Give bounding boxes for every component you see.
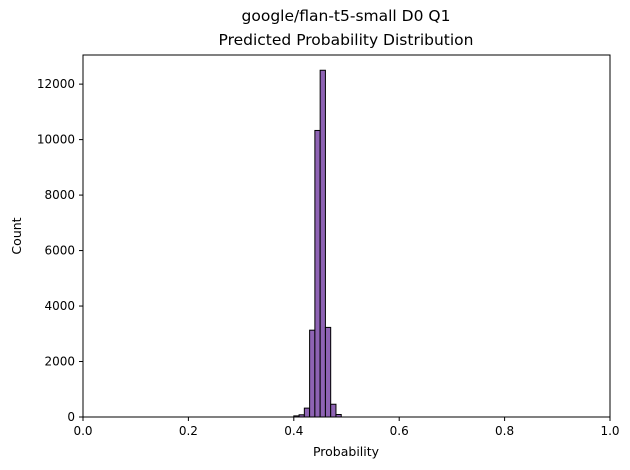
y-tick-label: 0 <box>67 410 75 424</box>
x-tick-label: 0.2 <box>179 424 198 438</box>
y-tick-label: 4000 <box>44 299 75 313</box>
histogram-bar <box>319 69 326 418</box>
x-tick-label: 0.0 <box>73 424 92 438</box>
histogram-bar <box>330 403 337 418</box>
x-tick-label: 1.0 <box>600 424 619 438</box>
x-tick-label: 0.4 <box>284 424 303 438</box>
x-axis-ticks: 0.0 0.2 0.4 0.6 0.8 1.0 <box>73 417 620 438</box>
x-tick-label: 0.8 <box>495 424 514 438</box>
x-axis-label: Probability <box>313 444 380 459</box>
chart-title-line1: google/flan-t5-small D0 Q1 <box>242 7 451 25</box>
y-tick-label: 8000 <box>44 188 75 202</box>
x-tick-label: 0.6 <box>390 424 409 438</box>
y-tick-label: 2000 <box>44 355 75 369</box>
y-axis-label: Count <box>9 217 24 254</box>
histogram-bar <box>303 407 311 418</box>
chart-title-line2: Predicted Probability Distribution <box>219 31 474 49</box>
y-tick-label: 6000 <box>44 244 75 258</box>
y-axis-ticks: 0 2000 4000 6000 8000 10000 12000 <box>37 77 83 424</box>
y-tick-label: 12000 <box>37 77 75 91</box>
histogram-bar <box>309 329 316 418</box>
histogram-bars <box>293 69 342 418</box>
y-tick-label: 10000 <box>37 133 75 147</box>
plot-frame <box>82 54 611 418</box>
histogram-bar <box>324 326 332 418</box>
histogram-bar <box>314 129 321 418</box>
